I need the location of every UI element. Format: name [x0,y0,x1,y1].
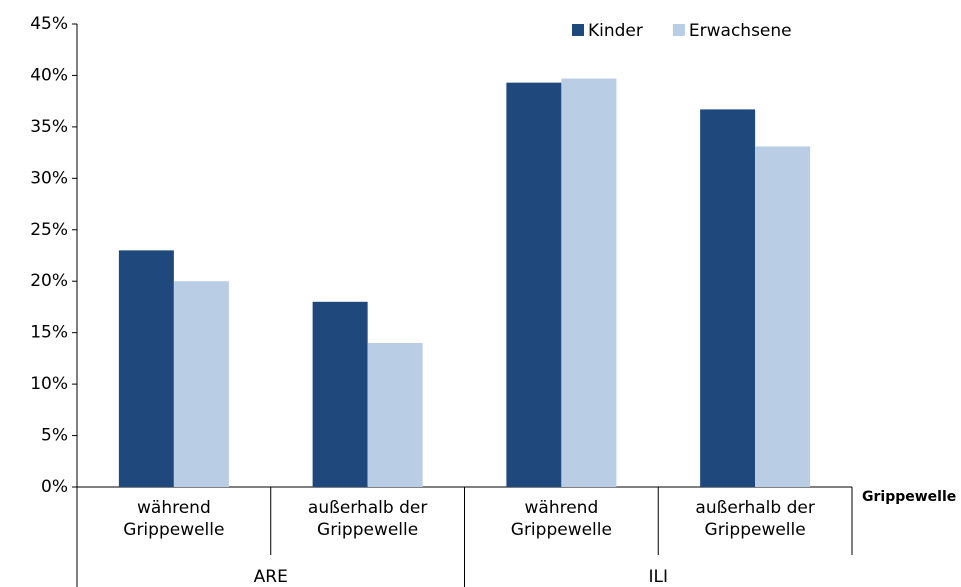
legend-label: Kinder [588,21,643,41]
bar [506,82,562,487]
bar [700,109,756,488]
legend-swatch [672,24,685,36]
x-tick-label: während Grippewelle [123,498,225,540]
group-label: ILI [649,567,669,587]
bar [561,78,617,487]
y-tick-label: 5% [41,426,68,446]
bar [755,146,811,487]
y-tick-label: 40% [30,65,68,85]
y-tick-label: 0% [41,477,68,497]
legend-swatch [572,24,584,36]
y-tick-label: 25% [30,220,68,240]
x-tick-label: während Grippewelle [510,498,612,540]
bar [118,250,174,487]
y-tick-label: 20% [30,271,68,291]
x-tick-label: außerhalb der Grippewelle [307,498,428,540]
y-tick-label: 10% [30,374,68,394]
y-tick-label: 15% [30,323,68,343]
legend-label: Erwachsene [689,21,792,41]
group-label: ARE [254,567,288,587]
y-tick-label: 30% [30,168,68,188]
bar [367,342,423,487]
y-tick-label: 45% [30,14,68,34]
x-axis-title: Grippewelle [862,489,956,505]
x-tick-label: außerhalb der Grippewelle [695,498,815,540]
bar [173,281,229,487]
y-tick-label: 35% [30,117,68,137]
bar [312,301,368,487]
